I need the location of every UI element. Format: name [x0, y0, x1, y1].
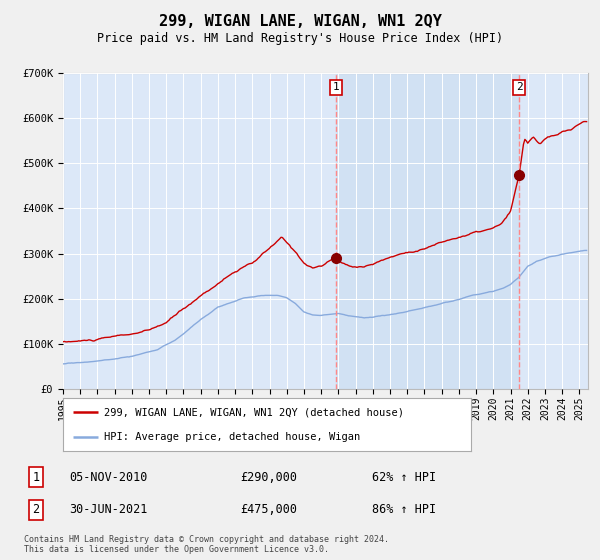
Bar	[336, 73, 519, 389]
Text: 05-NOV-2010: 05-NOV-2010	[69, 470, 148, 484]
Text: 62% ↑ HPI: 62% ↑ HPI	[372, 470, 436, 484]
Text: 1: 1	[332, 82, 339, 92]
Text: £475,000: £475,000	[240, 503, 297, 516]
Text: 299, WIGAN LANE, WIGAN, WN1 2QY (detached house): 299, WIGAN LANE, WIGAN, WN1 2QY (detache…	[104, 408, 404, 418]
Text: 2: 2	[32, 503, 40, 516]
Text: 2: 2	[516, 82, 523, 92]
Text: HPI: Average price, detached house, Wigan: HPI: Average price, detached house, Wiga…	[104, 432, 360, 442]
Text: 86% ↑ HPI: 86% ↑ HPI	[372, 503, 436, 516]
Text: Price paid vs. HM Land Registry's House Price Index (HPI): Price paid vs. HM Land Registry's House …	[97, 32, 503, 45]
Text: Contains HM Land Registry data © Crown copyright and database right 2024.
This d: Contains HM Land Registry data © Crown c…	[24, 535, 389, 554]
Text: £290,000: £290,000	[240, 470, 297, 484]
Text: 30-JUN-2021: 30-JUN-2021	[69, 503, 148, 516]
Text: 299, WIGAN LANE, WIGAN, WN1 2QY: 299, WIGAN LANE, WIGAN, WN1 2QY	[158, 14, 442, 29]
Text: 1: 1	[32, 470, 40, 484]
